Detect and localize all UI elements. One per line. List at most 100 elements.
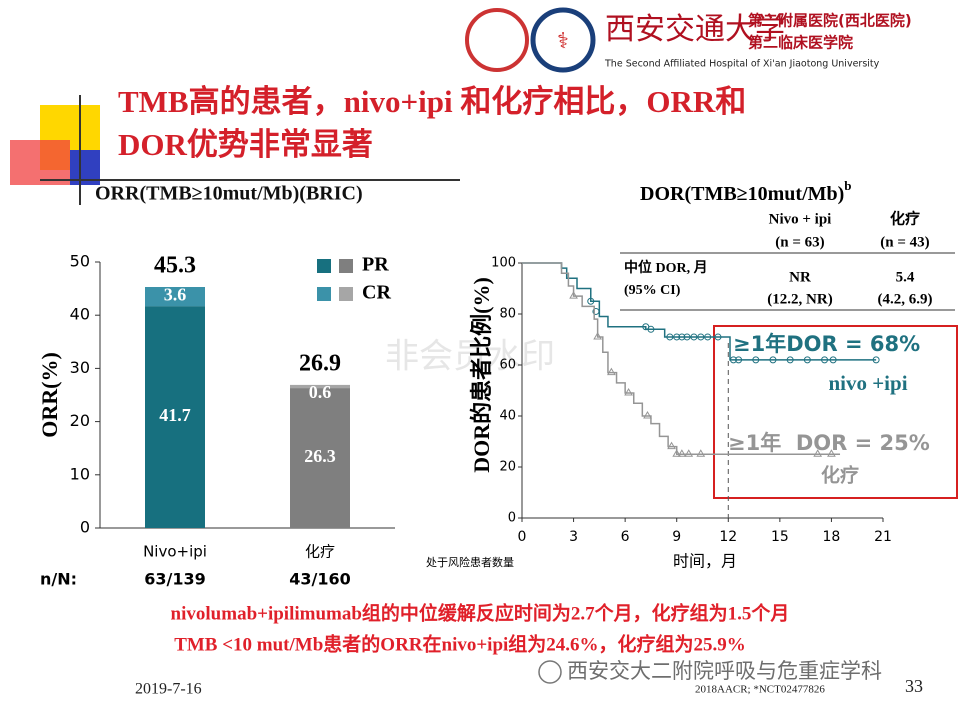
km-curve bbox=[522, 262, 877, 361]
censor-mark bbox=[666, 333, 674, 341]
x-tick-label: Nivo+ipi bbox=[143, 543, 207, 561]
chart-title-sup: b bbox=[844, 178, 851, 193]
table-cell: NR bbox=[789, 269, 811, 285]
censor-mark bbox=[672, 449, 682, 457]
legend-swatch bbox=[317, 259, 331, 273]
bar-total-label: 26.9 bbox=[299, 350, 341, 376]
x-tick-label: 18 bbox=[823, 529, 841, 545]
bar-segment bbox=[145, 287, 205, 307]
table-row-label: (95% CI) bbox=[624, 283, 681, 298]
x-tick-label: 6 bbox=[621, 529, 630, 545]
bar-value-label: 0.6 bbox=[309, 382, 332, 402]
watermark: 非会员水印 bbox=[385, 337, 555, 377]
censor-mark bbox=[872, 356, 880, 364]
y-axis-label: DOR的患者比例(%) bbox=[469, 277, 494, 473]
censor-mark bbox=[587, 297, 595, 305]
x-axis-label: 时间，月 bbox=[673, 552, 737, 571]
page-number: 33 bbox=[905, 676, 923, 696]
y-tick-label: 50 bbox=[70, 252, 90, 271]
censor-mark bbox=[752, 356, 760, 364]
censor-mark bbox=[593, 331, 603, 340]
bar-segment bbox=[290, 384, 350, 389]
bar-value-label: 26.3 bbox=[304, 446, 336, 466]
y-tick-label: 20 bbox=[70, 411, 90, 430]
hospital: 第二附属医院(西北医院) bbox=[748, 12, 912, 30]
college: 第二临床医学院 bbox=[748, 34, 853, 52]
n-value: 43/160 bbox=[289, 570, 351, 589]
note: nivolumab+ipilimumab组的中位缓解反应时间为2.7个月，化疗组… bbox=[171, 601, 790, 624]
y-tick-label: 80 bbox=[499, 307, 516, 322]
note: TMB <10 mut/Mb患者的ORR在nivo+ipi组为24.6%，化疗组… bbox=[174, 632, 746, 655]
legend-label: CR bbox=[362, 282, 391, 304]
censor-mark bbox=[786, 356, 794, 364]
censor-mark bbox=[690, 333, 698, 341]
censor-mark bbox=[704, 333, 712, 341]
x-tick-label: 0 bbox=[518, 529, 527, 545]
annotation: ≥1年 DOR = 25% bbox=[728, 431, 930, 455]
x-tick-label: 15 bbox=[771, 529, 789, 545]
university: 西安交通大学 bbox=[605, 13, 785, 46]
n-label: n/N: bbox=[40, 570, 77, 589]
logo bbox=[465, 8, 529, 72]
table-row-label: 中位 DOR, 月 bbox=[624, 259, 708, 276]
censor-mark bbox=[643, 411, 652, 419]
footer-watermark: 西安交大二附院呼吸与危重症学科 bbox=[567, 659, 882, 683]
censor-mark bbox=[803, 356, 811, 364]
censor-mark bbox=[678, 333, 686, 341]
bar-value-label: 41.7 bbox=[159, 405, 191, 425]
deco-red bbox=[10, 140, 70, 185]
x-tick-label: 化疗 bbox=[305, 543, 335, 561]
logo-mark: ⚕ bbox=[557, 29, 569, 54]
censor-mark bbox=[607, 367, 616, 376]
censor-mark bbox=[735, 356, 743, 364]
title: DOR优势非常显著 bbox=[118, 127, 373, 162]
censor-mark bbox=[673, 333, 681, 341]
bar-total-label: 45.3 bbox=[154, 253, 196, 279]
annotation: 化疗 bbox=[821, 464, 859, 487]
y-tick-label: 30 bbox=[70, 358, 90, 377]
censor-mark bbox=[647, 325, 655, 333]
km-curve bbox=[522, 262, 841, 455]
bar-value-label: 3.6 bbox=[164, 285, 187, 305]
censor-mark bbox=[697, 333, 705, 341]
y-tick-label: 10 bbox=[70, 464, 90, 483]
table-header: (n = 63) bbox=[775, 234, 824, 250]
y-tick-label: 100 bbox=[491, 256, 516, 271]
legend-swatch bbox=[339, 259, 353, 273]
date: 2019-7-16 bbox=[135, 681, 202, 698]
bar-segment bbox=[290, 388, 350, 528]
logo bbox=[530, 7, 596, 73]
wechat-icon bbox=[538, 660, 562, 684]
risk-label: 处于风险患者数量 bbox=[426, 555, 514, 569]
y-tick-label: 40 bbox=[499, 409, 516, 424]
table-header: Nivo + ipi bbox=[769, 211, 832, 227]
annotation: nivo +ipi bbox=[828, 371, 907, 395]
censor-mark bbox=[729, 356, 737, 364]
table-cell: (4.2, 6.9) bbox=[878, 291, 933, 307]
censor-mark bbox=[827, 449, 836, 457]
censor-mark bbox=[829, 356, 837, 364]
y-tick-label: 0 bbox=[80, 518, 90, 537]
censor-mark bbox=[677, 449, 687, 457]
y-tick-label: 0 bbox=[508, 511, 516, 526]
source: 2018AACR; *NCT02477826 bbox=[695, 684, 825, 696]
chart-title: DOR(TMB≥10mut/Mb)b bbox=[640, 178, 852, 205]
title: TMB高的患者，nivo+ipi 和化疗相比，ORR和 bbox=[118, 84, 746, 119]
table-cell: 5.4 bbox=[896, 269, 915, 285]
censor-mark bbox=[592, 307, 600, 315]
n-value: 63/139 bbox=[144, 570, 206, 589]
x-tick-label: 9 bbox=[672, 529, 681, 545]
legend-swatch bbox=[317, 287, 331, 301]
table-header: 化疗 bbox=[890, 209, 920, 227]
censor-mark bbox=[696, 449, 706, 457]
censor-mark bbox=[684, 449, 694, 457]
chart-title: ORR(TMB≥10mut/Mb)(BRIC) bbox=[95, 183, 363, 205]
table-cell: (12.2, NR) bbox=[767, 291, 832, 307]
highlight-box bbox=[713, 325, 958, 499]
censor-mark bbox=[569, 291, 578, 299]
censor-mark bbox=[821, 356, 829, 364]
y-tick-label: 60 bbox=[499, 358, 516, 373]
bar-segment bbox=[145, 306, 205, 528]
censor-mark bbox=[714, 333, 722, 341]
